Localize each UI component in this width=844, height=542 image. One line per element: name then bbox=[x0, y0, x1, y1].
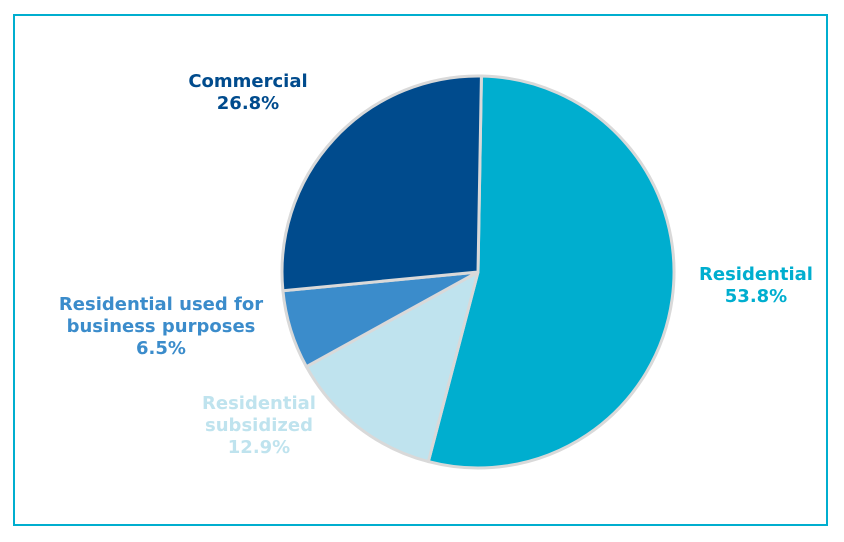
pie-slices bbox=[280, 74, 676, 470]
slice-value-4: 26.8% bbox=[217, 93, 279, 114]
slice-value-3: 6.5% bbox=[136, 338, 186, 359]
pie-slice-2 bbox=[304, 270, 480, 464]
slice-name-2: subsidized bbox=[205, 415, 313, 436]
slice-labels: Residential 53.8%Residential subsidized 12.… bbox=[59, 71, 813, 458]
slice-name-4: Commercial bbox=[188, 71, 307, 92]
slice-label-4: Commercial 26.8% bbox=[188, 71, 307, 114]
slice-label-3: Residential used for business purposes 6.5… bbox=[59, 294, 263, 359]
slice-name-3: business purposes bbox=[67, 316, 256, 337]
slice-label-1: Residential 53.8% bbox=[699, 264, 813, 307]
slice-name-1: Residential bbox=[699, 264, 813, 285]
slice-name-3: Residential used for bbox=[59, 294, 263, 315]
slice-label-2: Residential subsidized 12.9% bbox=[202, 393, 316, 458]
slice-name-2: Residential bbox=[202, 393, 316, 414]
pie-slice-1 bbox=[426, 74, 676, 470]
pie-slice-4 bbox=[280, 74, 483, 293]
slice-value-1: 53.8% bbox=[725, 286, 787, 307]
slice-value-2: 12.9% bbox=[228, 437, 290, 458]
